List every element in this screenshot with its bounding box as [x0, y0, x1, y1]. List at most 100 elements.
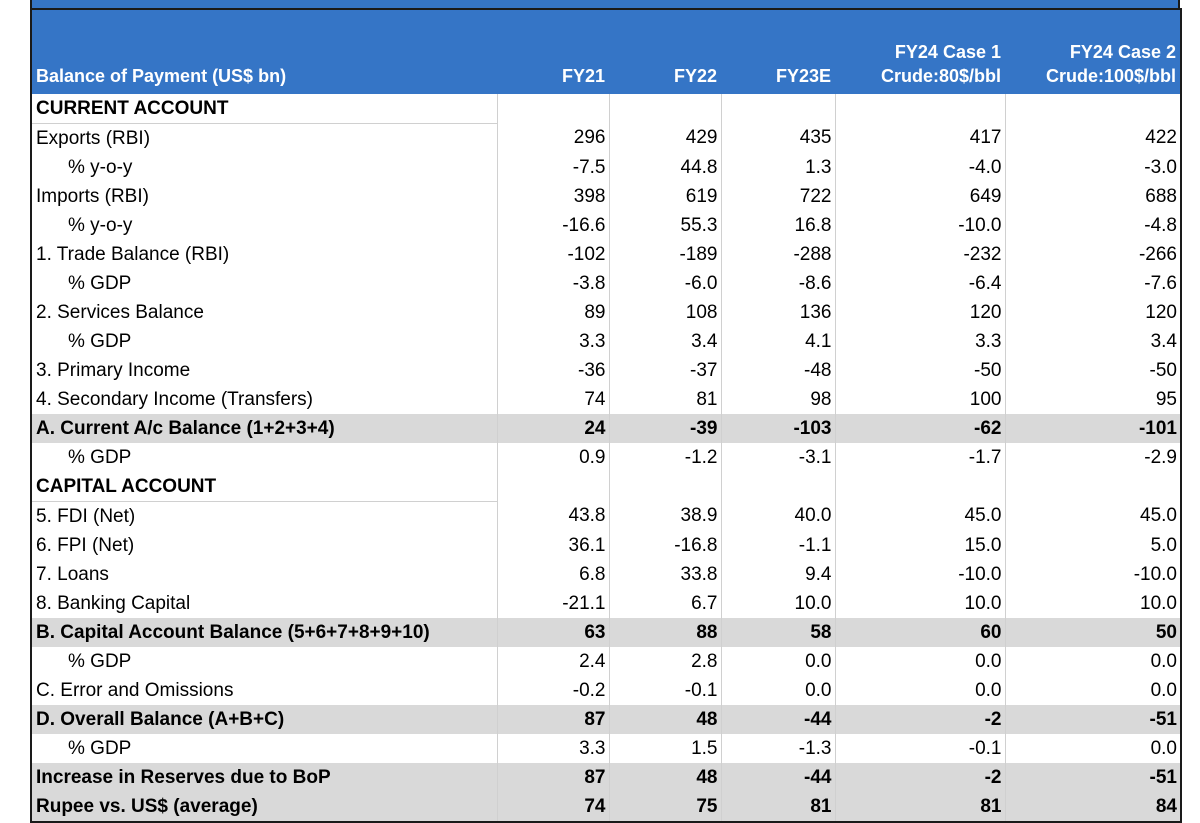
table-row-rupee-usd: Rupee vs. US$ (average) 74 75 81 81 84: [30, 792, 1182, 823]
table-row-error-omissions: C. Error and Omissions -0.2 -0.1 0.0 0.0…: [30, 676, 1182, 705]
cell-case2: -101: [1004, 414, 1182, 443]
cell-case1: 0.0: [834, 676, 1005, 705]
cell-fy22: -1.2: [608, 443, 721, 472]
row-label: CURRENT ACCOUNT: [30, 94, 497, 124]
cell-fy23e: 81: [720, 792, 835, 823]
cell-case1: [834, 472, 1005, 502]
cell-fy21: 63: [496, 618, 609, 647]
row-label: 1. Trade Balance (RBI): [30, 240, 497, 269]
cell-case2: 0.0: [1004, 734, 1182, 763]
header-top-strip: [30, 0, 1180, 8]
cell-case2: 688: [1004, 182, 1182, 211]
cell-fy23e: 1.3: [720, 153, 835, 182]
cell-case1: 100: [834, 385, 1005, 414]
cell-fy21: -0.2: [496, 676, 609, 705]
table-row-services-gdp: % GDP 3.3 3.4 4.1 3.3 3.4: [30, 327, 1182, 356]
cell-fy22: 75: [608, 792, 721, 823]
cell-fy21: 6.8: [496, 560, 609, 589]
row-label: Rupee vs. US$ (average): [30, 792, 497, 823]
cell-fy22: -39: [608, 414, 721, 443]
cell-fy23e: 58: [720, 618, 835, 647]
header-fy24-case1: FY24 Case 1 Crude:80$/bbl: [835, 8, 1005, 94]
row-label: 3. Primary Income: [30, 356, 497, 385]
cell-case2: 5.0: [1004, 531, 1182, 560]
cell-fy21: 89: [496, 298, 609, 327]
table-row-imports: Imports (RBI) 398 619 722 649 688: [30, 182, 1182, 211]
row-label: % GDP: [30, 647, 497, 676]
cell-case1: -232: [834, 240, 1005, 269]
row-label: Exports (RBI): [30, 123, 497, 153]
cell-case2: -3.0: [1004, 153, 1182, 182]
cell-case1: 60: [834, 618, 1005, 647]
cell-fy23e: 435: [720, 123, 835, 153]
cell-fy23e: -44: [720, 705, 835, 734]
row-label: C. Error and Omissions: [30, 676, 497, 705]
table-row-fpi: 6. FPI (Net) 36.1 -16.8 -1.1 15.0 5.0: [30, 531, 1182, 560]
cell-fy21: 398: [496, 182, 609, 211]
cell-fy21: -36: [496, 356, 609, 385]
cell-fy23e: 40.0: [720, 501, 835, 531]
cell-case1: -2: [834, 763, 1005, 792]
cell-case1: -10.0: [834, 560, 1005, 589]
row-label: 6. FPI (Net): [30, 531, 497, 560]
cell-case2: [1004, 94, 1182, 124]
cell-case1: -4.0: [834, 153, 1005, 182]
table-row-exports: Exports (RBI) 296 429 435 417 422: [30, 123, 1182, 153]
cell-case1: -6.4: [834, 269, 1005, 298]
cell-fy22: 88: [608, 618, 721, 647]
cell-case2: 95: [1004, 385, 1182, 414]
cell-fy22: 429: [608, 123, 721, 153]
cell-case2: -2.9: [1004, 443, 1182, 472]
cell-fy21: 87: [496, 763, 609, 792]
row-label: A. Current A/c Balance (1+2+3+4): [30, 414, 497, 443]
cell-fy21: 74: [496, 385, 609, 414]
cell-fy23e: 10.0: [720, 589, 835, 618]
header-row: Balance of Payment (US$ bn) FY21 FY22 FY…: [30, 8, 1182, 94]
header-case2-title: FY24 Case 2: [1069, 42, 1176, 62]
cell-fy21: [496, 472, 609, 502]
cell-fy21: 87: [496, 705, 609, 734]
cell-fy22: 108: [608, 298, 721, 327]
cell-case1: -0.1: [834, 734, 1005, 763]
cell-fy22: -0.1: [608, 676, 721, 705]
table-row-primary-income: 3. Primary Income -36 -37 -48 -50 -50: [30, 356, 1182, 385]
row-label: 7. Loans: [30, 560, 497, 589]
table-row-trade-balance: 1. Trade Balance (RBI) -102 -189 -288 -2…: [30, 240, 1182, 269]
cell-fy21: [496, 94, 609, 124]
cell-case2: 45.0: [1004, 501, 1182, 531]
header-case1-crude: Crude:80$/bbl: [880, 66, 1001, 86]
cell-fy23e: -44: [720, 763, 835, 792]
cell-case2: 0.0: [1004, 676, 1182, 705]
cell-fy22: -189: [608, 240, 721, 269]
cell-case1: -50: [834, 356, 1005, 385]
cell-fy23e: -3.1: [720, 443, 835, 472]
table-row-current-ac-gdp: % GDP 0.9 -1.2 -3.1 -1.7 -2.9: [30, 443, 1182, 472]
cell-fy22: 619: [608, 182, 721, 211]
header-case2-crude: Crude:100$/bbl: [1045, 66, 1176, 86]
cell-case2: -10.0: [1004, 560, 1182, 589]
cell-fy23e: [720, 472, 835, 502]
cell-case2: -50: [1004, 356, 1182, 385]
cell-case2: [1004, 472, 1182, 502]
table-row-increase-reserves: Increase in Reserves due to BoP 87 48 -4…: [30, 763, 1182, 792]
header-fy24-case2: FY24 Case 2 Crude:100$/bbl: [1005, 8, 1182, 94]
cell-fy22: 48: [608, 705, 721, 734]
row-label: Increase in Reserves due to BoP: [30, 763, 497, 792]
cell-case2: -266: [1004, 240, 1182, 269]
cell-fy23e: 0.0: [720, 647, 835, 676]
cell-case1: -10.0: [834, 211, 1005, 240]
cell-fy21: -16.6: [496, 211, 609, 240]
cell-fy21: 296: [496, 123, 609, 153]
table-row-capital-gdp: % GDP 2.4 2.8 0.0 0.0 0.0: [30, 647, 1182, 676]
header-label: Balance of Payment (US$ bn): [30, 8, 497, 94]
cell-fy21: -7.5: [496, 153, 609, 182]
cell-fy23e: 16.8: [720, 211, 835, 240]
cell-fy22: 44.8: [608, 153, 721, 182]
table-row-exports-yoy: % y-o-y -7.5 44.8 1.3 -4.0 -3.0: [30, 153, 1182, 182]
balance-of-payment-table: Balance of Payment (US$ bn) FY21 FY22 FY…: [30, 8, 1182, 823]
cell-fy23e: 0.0: [720, 676, 835, 705]
cell-fy22: 3.4: [608, 327, 721, 356]
row-label: Imports (RBI): [30, 182, 497, 211]
cell-case2: -7.6: [1004, 269, 1182, 298]
row-label: 8. Banking Capital: [30, 589, 497, 618]
